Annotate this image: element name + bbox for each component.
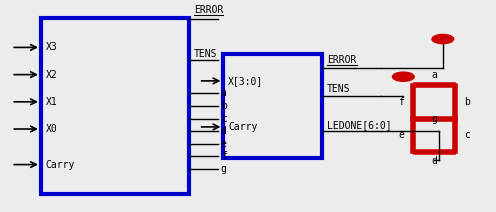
Text: d: d: [221, 126, 227, 136]
Bar: [41, 18, 189, 194]
Text: X3: X3: [46, 42, 58, 52]
Text: c: c: [465, 130, 470, 140]
Text: X2: X2: [46, 70, 58, 80]
Circle shape: [392, 72, 414, 81]
Text: X[3:0]: X[3:0]: [228, 76, 263, 86]
Text: f: f: [398, 97, 404, 107]
Text: e: e: [398, 130, 404, 140]
Text: d: d: [431, 156, 437, 166]
Circle shape: [432, 34, 454, 44]
Text: ERROR: ERROR: [194, 5, 223, 15]
Text: ERROR: ERROR: [327, 55, 356, 65]
Text: g: g: [431, 114, 437, 124]
Text: b: b: [465, 97, 470, 107]
Text: X1: X1: [46, 97, 58, 107]
Text: LEDONE[6:0]: LEDONE[6:0]: [327, 120, 391, 130]
Text: Carry: Carry: [228, 122, 257, 132]
Bar: [223, 54, 322, 158]
Text: e: e: [221, 139, 227, 149]
Text: Carry: Carry: [46, 160, 75, 170]
Text: a: a: [431, 70, 437, 80]
Text: TENS: TENS: [327, 84, 350, 94]
Text: TENS: TENS: [194, 49, 217, 59]
Text: g: g: [221, 164, 227, 174]
Text: b: b: [221, 101, 227, 111]
Text: f: f: [221, 151, 227, 161]
Text: X0: X0: [46, 124, 58, 134]
Text: a: a: [221, 88, 227, 98]
Text: c: c: [221, 114, 227, 124]
